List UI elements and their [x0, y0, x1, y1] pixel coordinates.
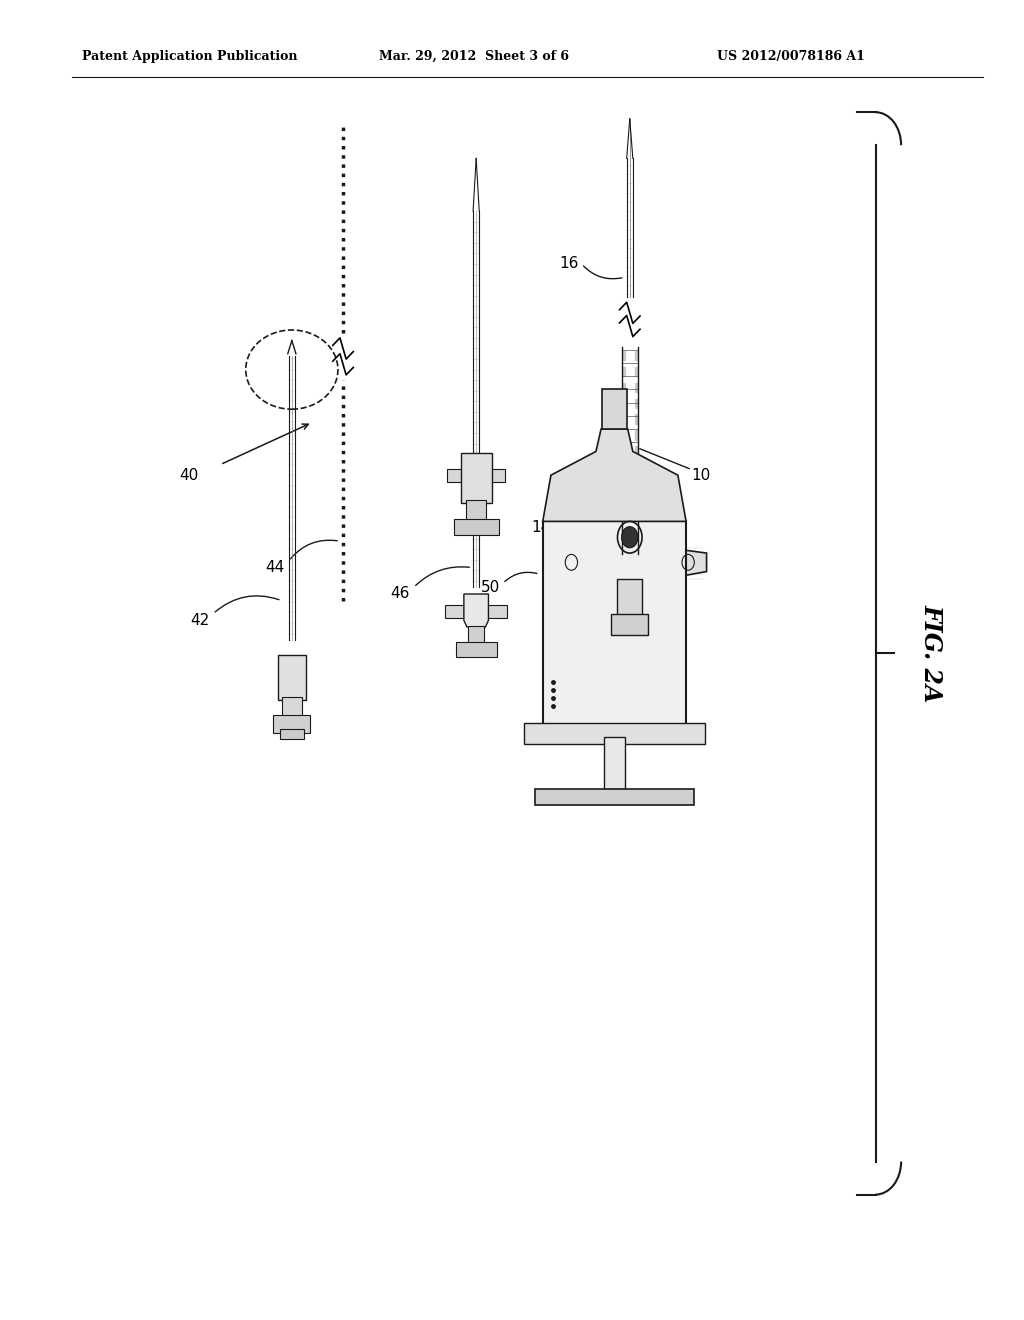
Polygon shape	[543, 429, 686, 521]
Text: 40: 40	[179, 467, 199, 483]
FancyBboxPatch shape	[273, 715, 310, 733]
FancyBboxPatch shape	[535, 789, 694, 805]
Text: FIG. 2A: FIG. 2A	[920, 605, 944, 702]
FancyBboxPatch shape	[280, 729, 304, 739]
Text: 14: 14	[531, 520, 551, 536]
Polygon shape	[553, 545, 707, 582]
Polygon shape	[464, 594, 488, 627]
Text: 50: 50	[480, 579, 500, 595]
Text: 42: 42	[190, 612, 210, 628]
Text: 46: 46	[390, 586, 410, 602]
FancyBboxPatch shape	[602, 389, 627, 429]
FancyBboxPatch shape	[543, 521, 686, 726]
FancyBboxPatch shape	[445, 605, 507, 618]
Circle shape	[622, 527, 638, 548]
FancyBboxPatch shape	[468, 626, 484, 644]
FancyBboxPatch shape	[278, 655, 306, 700]
Text: US 2012/0078186 A1: US 2012/0078186 A1	[717, 50, 864, 63]
Text: 44: 44	[265, 560, 285, 576]
FancyBboxPatch shape	[524, 723, 705, 744]
Text: Patent Application Publication: Patent Application Publication	[82, 50, 297, 63]
FancyBboxPatch shape	[604, 737, 625, 792]
FancyBboxPatch shape	[611, 614, 648, 635]
FancyBboxPatch shape	[447, 469, 505, 482]
FancyBboxPatch shape	[617, 579, 642, 616]
FancyBboxPatch shape	[282, 697, 302, 718]
FancyBboxPatch shape	[456, 642, 497, 657]
Text: 16: 16	[559, 256, 579, 272]
FancyBboxPatch shape	[461, 453, 492, 503]
FancyBboxPatch shape	[466, 500, 486, 521]
Text: Mar. 29, 2012  Sheet 3 of 6: Mar. 29, 2012 Sheet 3 of 6	[379, 50, 569, 63]
Text: 10: 10	[691, 467, 711, 483]
FancyBboxPatch shape	[454, 519, 499, 535]
